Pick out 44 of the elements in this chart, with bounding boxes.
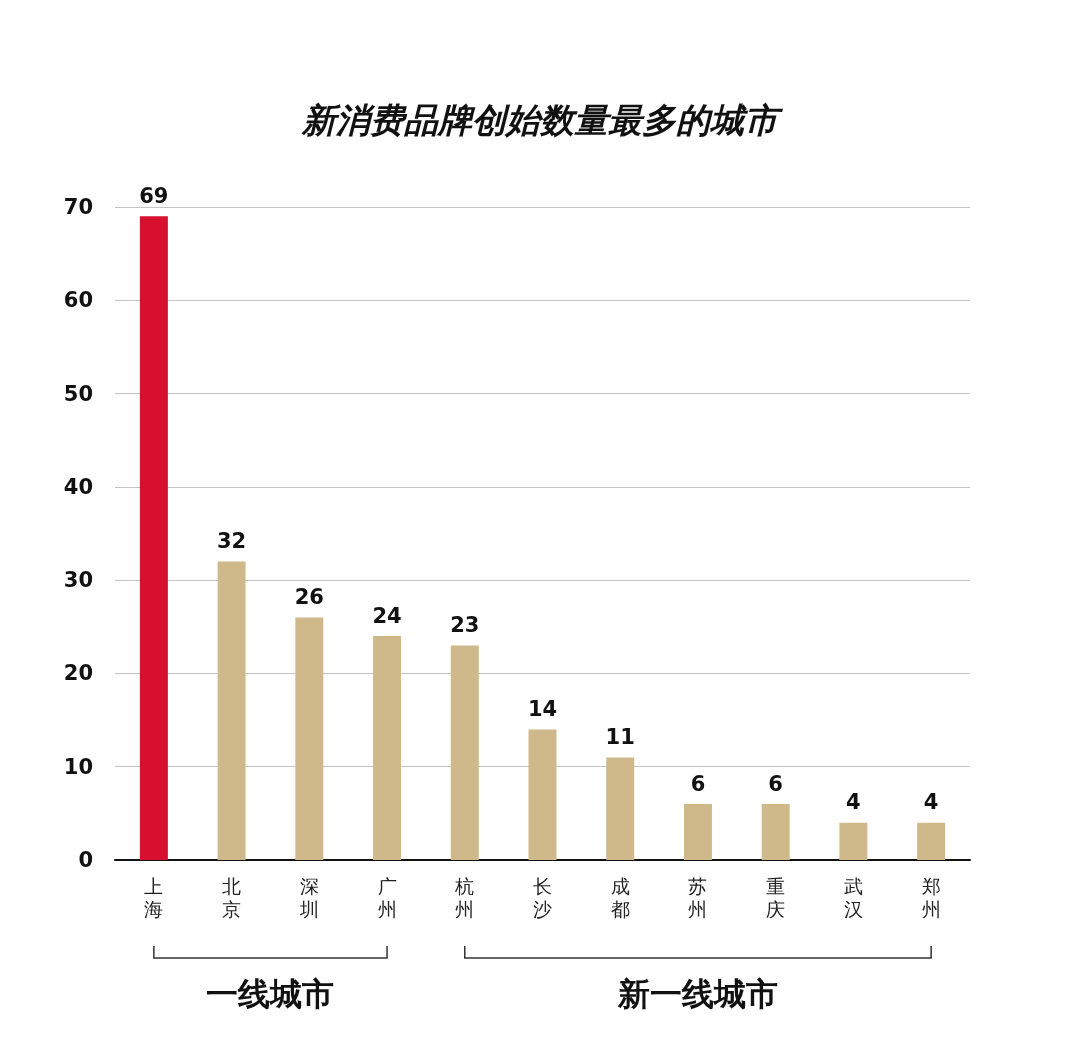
bar	[139, 216, 168, 860]
data-label: 6	[768, 771, 783, 796]
x-tick-label: 重庆	[766, 874, 786, 920]
x-tick-label: 上海	[144, 874, 164, 920]
x-tick-label: 深圳	[298, 874, 319, 920]
data-label: 32	[216, 528, 247, 553]
x-tick-label: 郑州	[921, 874, 941, 920]
bar	[683, 804, 712, 860]
x-tick-label: 苏州	[688, 874, 708, 920]
y-tick-label: 60	[63, 288, 93, 313]
x-tick-label: 成都	[610, 874, 630, 920]
data-label: 4	[923, 790, 939, 815]
bar	[839, 822, 868, 860]
y-tick-label: 40	[63, 474, 93, 499]
data-label: 6	[690, 771, 706, 796]
bar	[217, 561, 246, 860]
data-label: 69	[139, 183, 169, 208]
x-tick-label: 武汉	[843, 874, 863, 920]
y-tick-label: 30	[63, 568, 93, 593]
x-tick-label: 长沙	[533, 874, 552, 920]
data-label: 23	[450, 612, 480, 637]
data-label: 4	[846, 790, 861, 815]
y-tick-label: 10	[63, 754, 93, 779]
bar	[761, 804, 790, 860]
data-label: 26	[294, 584, 324, 609]
bar	[606, 757, 635, 860]
chart-title: 新消费品牌创始数量最多的城市	[301, 100, 784, 140]
text: 新一线城市	[616, 975, 778, 1013]
bar	[295, 617, 324, 860]
y-tick-label: 20	[63, 661, 93, 686]
x-tick-label: 广州	[377, 874, 397, 920]
text: 一线城市	[206, 975, 335, 1013]
data-label: 11	[605, 724, 635, 749]
bar	[373, 636, 402, 860]
data-label: 24	[372, 603, 402, 628]
bar	[917, 822, 946, 860]
x-tick-label: 北京	[222, 874, 242, 920]
y-tick-label: 50	[63, 381, 93, 406]
x-tick-label: 杭州	[454, 874, 475, 920]
data-label: 14	[527, 696, 558, 721]
bar	[528, 729, 557, 860]
y-tick-label: 0	[78, 848, 93, 872]
y-tick-label: 70	[63, 195, 93, 219]
bar	[450, 645, 479, 860]
